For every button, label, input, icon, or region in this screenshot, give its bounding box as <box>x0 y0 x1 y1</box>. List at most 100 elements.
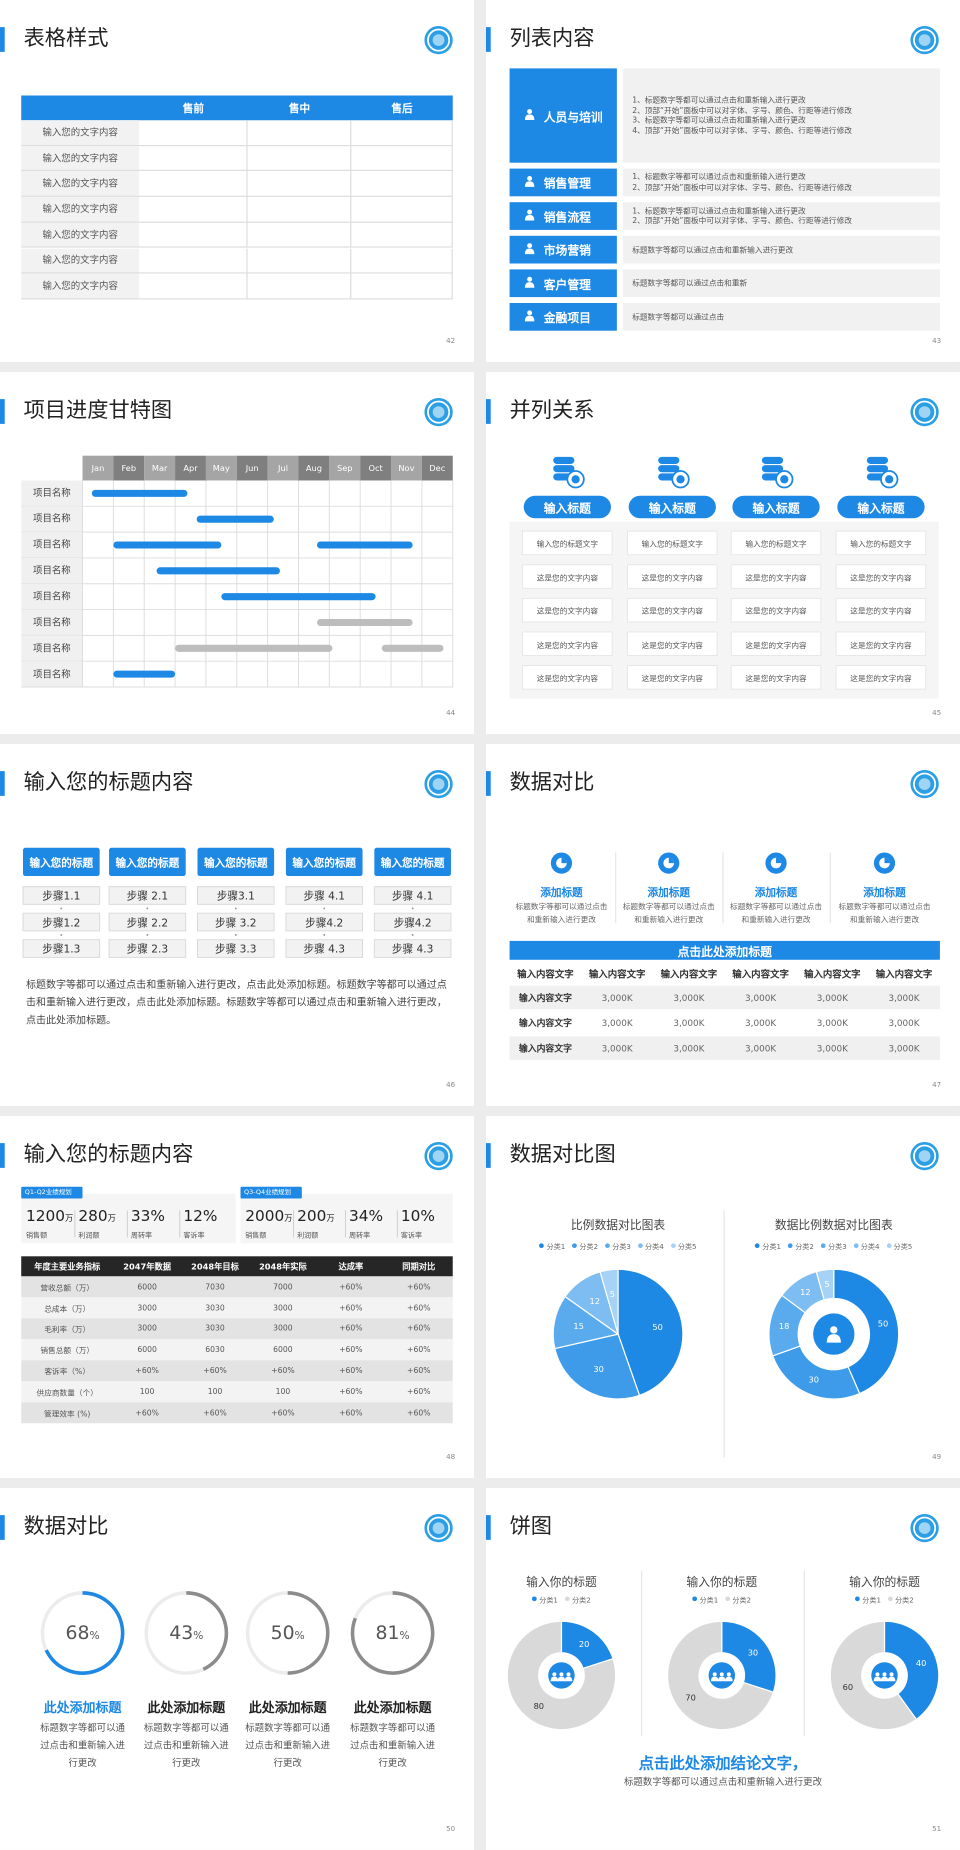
table-cell: 3000 <box>273 1324 293 1334</box>
step-label: 步骤4.2 <box>305 917 344 930</box>
slide-graphics <box>0 769 453 958</box>
table-cell: 3,000K <box>601 1042 633 1054</box>
item-text: 这是您的文字内容 <box>745 573 807 583</box>
table-cell: 3,000K <box>673 992 705 1003</box>
page-number: 48 <box>446 1453 456 1462</box>
page-number: 42 <box>446 337 456 346</box>
legend-label: 分类2 <box>732 1595 752 1605</box>
legend-swatch <box>853 1243 859 1249</box>
legend-item: 分类3 <box>820 1240 847 1251</box>
slice-label: 12 <box>800 1287 811 1297</box>
month-cell <box>82 455 114 481</box>
legend: 分类1 分类2 <box>767 1593 960 1605</box>
table-cell <box>351 120 453 146</box>
name-cell <box>21 506 83 533</box>
task-name: 项目名称 <box>33 668 71 680</box>
logo-ring <box>913 400 937 424</box>
legend: 分类1 分类2 分类3 分类4 分类5 <box>500 1240 736 1252</box>
name-cell <box>21 480 83 507</box>
step-label: 步骤 3.3 <box>215 944 257 957</box>
group-label: Q1-Q2业绩规划 <box>24 1189 72 1197</box>
banner-text: 点击此处添加标题 <box>677 946 772 960</box>
stat-label: 销售额 <box>25 1231 48 1240</box>
slide: 数据对比 47 添加标题 标题数字等都可以通过点击和重新输入进行更改 添加标题 标题数字等… <box>486 744 960 1106</box>
task-name: 项目名称 <box>33 617 71 628</box>
table-cell: +60% <box>203 1366 227 1376</box>
table-cell: 销售总额（万） <box>40 1346 95 1356</box>
month-cell <box>329 455 361 481</box>
legend-item: 分类2 <box>564 1594 591 1604</box>
logo-core <box>432 778 445 790</box>
stat-label: 周转率 <box>348 1231 371 1240</box>
table-cell <box>247 197 352 223</box>
slice <box>883 1620 940 1721</box>
icon-body <box>564 1676 573 1682</box>
slice <box>599 1268 619 1335</box>
stat-value: 200万 <box>297 1208 349 1227</box>
slide-graphics <box>0 1141 453 1424</box>
gantt-bar <box>316 541 413 549</box>
slide-graphics <box>486 25 940 331</box>
table-cell: 3,000K <box>673 1017 705 1029</box>
slice <box>721 1620 777 1693</box>
column-header <box>109 847 186 877</box>
slide: 表格样式 42 售前 售中 售后 输入您的文字内容 输入您的文字内容 输入您的文字内容 输入您的… <box>0 0 474 362</box>
step-dot <box>234 934 237 936</box>
title-accent <box>486 399 491 424</box>
page-number: 43 <box>932 337 942 346</box>
legend-item: 分类1 <box>539 1240 565 1251</box>
table-cell: 6030 <box>205 1345 225 1355</box>
table-cell <box>247 171 352 197</box>
logo-core <box>432 406 445 418</box>
table-header: 输入内容文字 <box>588 968 646 980</box>
table-cell: 总成本（万） <box>44 1304 91 1314</box>
slice-label: 30 <box>748 1647 759 1657</box>
item-box <box>522 564 613 589</box>
column-heading: 输入您的标题 <box>29 857 94 870</box>
stat-unit: 万 <box>326 1213 335 1224</box>
item-text: 这是您的文字内容 <box>850 606 912 617</box>
item-line: 标题数字等都可以通过点击和重新输入进行更改 <box>632 244 794 255</box>
slide-title: 输入您的标题内容 <box>23 769 194 795</box>
item-text: 这是您的文字内容 <box>850 640 912 650</box>
feature-text: 标题数字等都可以通过点击和重新输入进行更改 <box>838 901 931 925</box>
table-cell: 3,000K <box>888 992 920 1003</box>
legend-swatch <box>855 1596 860 1602</box>
legend-item: 分类2 <box>788 1240 814 1251</box>
logo-core <box>918 1150 931 1162</box>
title-accent <box>486 1143 491 1168</box>
ring-text: 标题数字等都可以通过点击和重新输入进行更改 <box>40 1722 125 1769</box>
table-cell <box>139 171 248 197</box>
month-label: Apr <box>183 463 198 473</box>
stat-number: 200 <box>297 1207 327 1226</box>
logo-ring <box>913 28 937 52</box>
stat-label: 客诉率 <box>183 1231 205 1240</box>
task-name: 项目名称 <box>33 539 71 551</box>
title-accent <box>0 771 5 796</box>
table-cell <box>351 248 453 274</box>
item-label: 金融项目 <box>543 312 591 326</box>
legend-swatch <box>886 1243 892 1249</box>
item-text: 标题数字等都可以通过点击和重新 <box>632 269 933 297</box>
table-cell: +60% <box>135 1366 159 1376</box>
column-header <box>22 847 100 877</box>
step-box <box>373 939 452 958</box>
table-cell: +60% <box>135 1408 159 1418</box>
gantt-bar <box>316 618 413 627</box>
table-cell: 营收总额（万） <box>40 1283 95 1293</box>
ring-heading: 此处添加标题 <box>147 1700 226 1716</box>
column-header: 售后 <box>391 103 413 116</box>
table-cell <box>139 248 248 274</box>
coin-icon <box>866 456 889 464</box>
table-header: 输入内容文字 <box>660 968 718 980</box>
row-band <box>21 1297 453 1319</box>
chart-title: 输入你的标题 <box>686 1575 758 1589</box>
icon-head <box>726 1672 731 1677</box>
slide-graphics <box>486 769 940 1060</box>
item-label: 销售管理 <box>543 178 591 192</box>
coin-icon <box>553 456 575 464</box>
table-header: 输入内容文字 <box>732 968 789 980</box>
ring-heading: 此处添加标题 <box>353 1700 432 1716</box>
slide-title: 并列关系 <box>509 397 595 423</box>
legend-label: 分类5 <box>893 1242 913 1251</box>
